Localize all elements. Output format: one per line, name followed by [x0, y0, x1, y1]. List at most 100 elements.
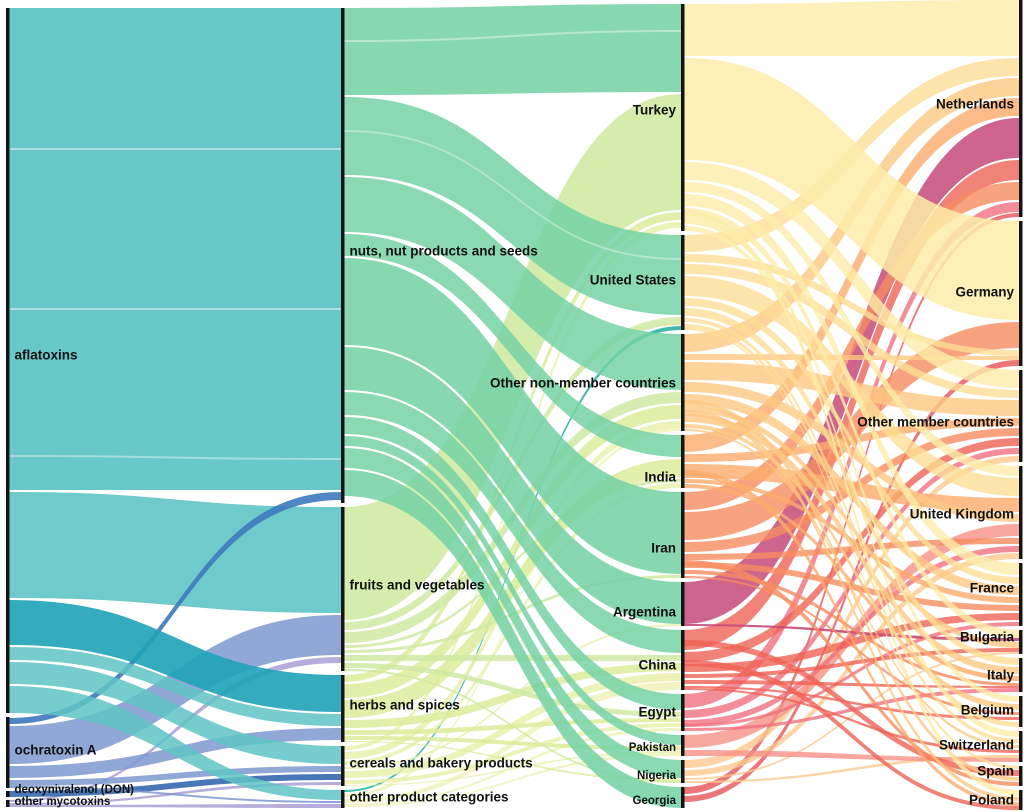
- node-label-pakistan: Pakistan: [629, 742, 676, 754]
- flow-ribbon: [684, 308, 1019, 665]
- node-bar-deoxynivalenol-don: [6, 791, 10, 797]
- flow-ribbon: [9, 662, 341, 764]
- node-label-spain: Spain: [977, 764, 1014, 779]
- flow-ribbon: [684, 322, 1019, 540]
- flow-separator: [9, 148, 341, 150]
- flow-ribbon: [344, 392, 681, 653]
- flow-ribbon: [684, 688, 1019, 753]
- node-bar-switzerland: [1019, 731, 1023, 762]
- flow-ribbon: [684, 226, 1019, 737]
- node-label-cereals-and-bakery-products: cereals and bakery products: [350, 756, 533, 771]
- node-label-united-states: United States: [590, 273, 676, 288]
- node-bar-egypt: [681, 694, 685, 731]
- node-bar-other-mycotoxins: [6, 800, 10, 807]
- flow-ribbon: [684, 208, 1019, 638]
- flow-ribbon: [684, 686, 1019, 720]
- flow-ribbon: [344, 669, 681, 783]
- flow-ribbon: [684, 298, 1019, 584]
- node-label-france: France: [970, 581, 1015, 596]
- node-bar-belgium: [1019, 696, 1023, 727]
- node-bar-nigeria: [681, 760, 685, 783]
- flow-ribbon: [684, 613, 1019, 672]
- flow-ribbon: [344, 177, 681, 390]
- node-bar-other-non-member-countries: [681, 334, 685, 431]
- flow-ribbon: [344, 417, 681, 710]
- node-bar-pakistan: [681, 735, 685, 756]
- flow-ribbon: [684, 576, 1019, 715]
- node-label-belgium: Belgium: [961, 703, 1014, 718]
- flow-ribbon: [684, 560, 1019, 786]
- node-bar-herbs-and-spices: [341, 675, 345, 742]
- node-label-turkey: Turkey: [633, 103, 677, 118]
- flow-ribbon: [344, 736, 681, 750]
- flow-ribbon: [684, 382, 1019, 522]
- node-label-georgia: Georgia: [633, 795, 677, 807]
- flow-ribbon: [344, 723, 681, 784]
- flow-ribbon: [684, 394, 1019, 595]
- node-labels-layer: aflatoxins ochratoxin A deoxynivalenol (DO…: [15, 97, 1015, 809]
- flow-ribbon: [344, 741, 681, 781]
- node-label-india: India: [644, 470, 676, 485]
- node-bar-aflatoxins: [6, 8, 10, 713]
- flow-separator: [9, 308, 341, 310]
- flow-ribbon: [684, 410, 1019, 801]
- flow-ribbon: [344, 436, 681, 745]
- node-bar-nuts-nut-products-and-seeds: [341, 8, 345, 503]
- flow-ribbon: [684, 210, 1019, 796]
- flow-ribbon: [684, 194, 1019, 575]
- flow-ribbon: [9, 492, 341, 613]
- flow-ribbon: [344, 655, 681, 661]
- node-label-italy: Italy: [987, 668, 1015, 683]
- node-bar-turkey: [681, 4, 685, 231]
- node-bar-italy: [1019, 658, 1023, 692]
- node-bar-netherlands: [1019, 0, 1023, 217]
- node-label-united-kingdom: United Kingdom: [910, 507, 1014, 522]
- node-bar-bulgaria: [1019, 630, 1023, 654]
- node-label-deoxynivalenol-don: deoxynivalenol (DON): [15, 784, 135, 796]
- node-label-bulgaria: Bulgaria: [960, 630, 1015, 645]
- flow-ribbon: [684, 324, 1019, 743]
- node-label-netherlands: Netherlands: [936, 97, 1014, 112]
- flow-ribbon: [684, 254, 1019, 356]
- flow-separator: [344, 30, 681, 42]
- node-bar-germany: [1019, 221, 1023, 366]
- node-label-nuts-nut-products-and-seeds: nuts, nut products and seeds: [350, 244, 538, 259]
- flow-ribbon: [9, 600, 341, 712]
- flow-ribbon: [9, 686, 341, 800]
- flow-ribbon: [684, 562, 1019, 611]
- flow-ribbon: [344, 751, 681, 786]
- flow-ribbon: [684, 400, 1019, 781]
- flow-ribbon: [684, 652, 1019, 780]
- flow-ribbon: [684, 660, 1019, 810]
- node-bar-united-states: [681, 235, 685, 330]
- node-bar-other-member-countries: [1019, 370, 1023, 462]
- flow-separator: [9, 455, 341, 460]
- flow-ribbon: [684, 118, 1019, 624]
- node-label-argentina: Argentina: [613, 605, 676, 620]
- node-label-switzerland: Switzerland: [939, 738, 1014, 753]
- flow-ribbon: [684, 160, 1019, 650]
- flow-ribbon: [344, 470, 681, 808]
- flow-ribbon: [344, 753, 681, 807]
- node-label-other-product-categories: other product categories: [350, 790, 509, 805]
- flow-ribbon: [344, 258, 681, 574]
- flow-ribbon: [9, 786, 341, 803]
- node-bar-france: [1019, 563, 1023, 626]
- flow-ribbon: [344, 347, 681, 624]
- node-label-nigeria: Nigeria: [637, 770, 677, 782]
- flow-ribbon: [344, 728, 681, 806]
- node-label-germany: Germany: [955, 285, 1014, 300]
- node-bar-iran: [681, 492, 685, 578]
- node-bar-other-product-categories: [341, 790, 345, 808]
- flow-ribbon: [684, 424, 1019, 710]
- flow-ribbon: [344, 663, 681, 728]
- flow-ribbon: [684, 570, 1019, 686]
- flow-ribbons-layer: [9, 0, 1019, 810]
- flow-ribbon: [684, 182, 1019, 476]
- flow-ribbon: [344, 234, 681, 457]
- node-bar-spain: [1019, 766, 1023, 786]
- flow-ribbon: [9, 657, 341, 802]
- flow-ribbon: [684, 470, 1019, 806]
